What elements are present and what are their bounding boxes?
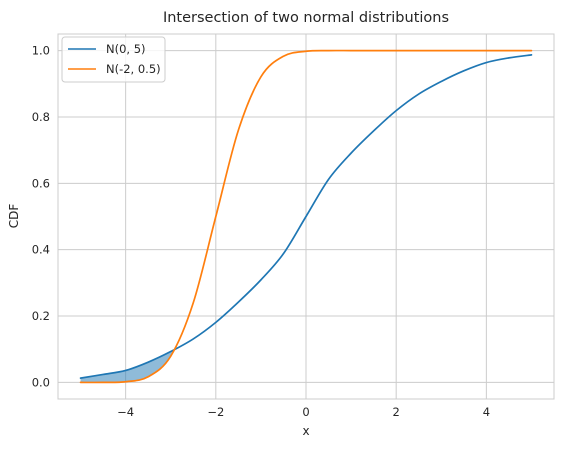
x-tick-label: 4 bbox=[483, 405, 490, 419]
y-tick-label: 0.6 bbox=[32, 176, 50, 190]
y-tick-label: 0.8 bbox=[32, 110, 50, 124]
series-line-1 bbox=[79, 49, 533, 384]
series-lines bbox=[79, 49, 533, 384]
y-tick-labels: 0.0 0.2 0.4 0.6 0.8 1.0 bbox=[32, 44, 50, 390]
x-tick-label: 2 bbox=[393, 405, 400, 419]
legend: N(0, 5) N(-2, 0.5) bbox=[61, 36, 166, 83]
y-tick-label: 1.0 bbox=[32, 44, 50, 58]
series-line-0 bbox=[79, 54, 533, 379]
y-axis-label: CDF bbox=[7, 204, 21, 229]
x-tick-labels: −4 −2 0 2 4 bbox=[117, 405, 490, 419]
legend-label-n-2-0.5: N(-2, 0.5) bbox=[106, 62, 161, 76]
x-tick-label: −4 bbox=[117, 405, 134, 419]
plot-frame bbox=[57, 33, 555, 400]
y-tick-label: 0.2 bbox=[32, 309, 50, 323]
y-tick-label: 0.0 bbox=[32, 375, 50, 389]
legend-label-n0-5: N(0, 5) bbox=[106, 42, 146, 56]
x-tick-label: −2 bbox=[207, 405, 224, 419]
x-tick-label: 0 bbox=[302, 405, 309, 419]
x-axis-label: x bbox=[302, 424, 309, 438]
chart-title: Intersection of two normal distributions bbox=[163, 10, 449, 26]
y-tick-label: 0.4 bbox=[32, 243, 50, 257]
